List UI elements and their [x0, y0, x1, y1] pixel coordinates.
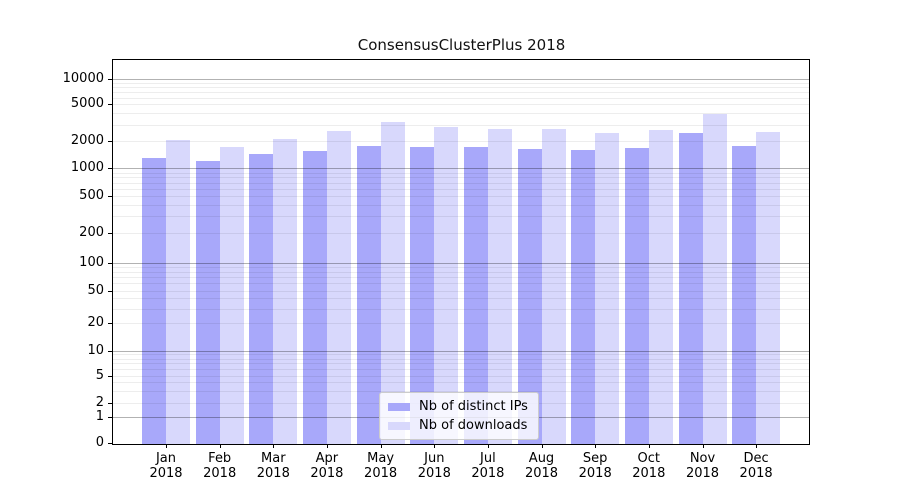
y-tick-label: 1: [95, 409, 104, 424]
legend-swatch-distinct-ips: [388, 402, 410, 411]
x-tick-mark: [219, 444, 221, 448]
y-tick-mark: [108, 350, 112, 352]
x-tick-mark: [756, 444, 758, 448]
y-tick-label: 100: [79, 255, 104, 270]
y-tick-label: 200: [79, 224, 104, 240]
x-tick-label: Sep 2018: [578, 451, 612, 481]
bar-downloads: [273, 139, 298, 444]
y-tick-mark: [108, 168, 112, 170]
y-tick-label: 2: [95, 394, 104, 410]
y-tick-mark: [108, 290, 112, 292]
y-tick-mark: [108, 141, 112, 143]
bar-downloads: [434, 127, 459, 444]
legend: Nb of distinct IPs Nb of downloads: [379, 392, 539, 440]
x-tick-mark: [380, 444, 382, 448]
x-tick-mark: [166, 444, 167, 448]
bar-distinct-ips: [249, 153, 274, 444]
legend-label-downloads: Nb of downloads: [419, 418, 528, 433]
bar-downloads: [166, 140, 190, 444]
x-tick-mark: [434, 444, 436, 448]
x-tick-label: Oct 2018: [632, 451, 666, 481]
x-tick-mark: [541, 444, 543, 448]
x-tick-label: Jul 2018: [471, 451, 505, 481]
x-tick-label: Feb 2018: [203, 451, 237, 481]
y-tick-mark: [108, 402, 112, 404]
chart-title: ConsensusClusterPlus 2018: [357, 36, 566, 54]
y-tick-label: 20: [87, 315, 104, 330]
legend-label-distinct-ips: Nb of distinct IPs: [419, 399, 528, 414]
bar-downloads: [380, 122, 405, 444]
y-tick-mark: [108, 443, 112, 444]
x-tick-label: May 2018: [364, 451, 398, 481]
x-tick-label: Jun 2018: [417, 451, 451, 481]
y-tick-label: 10000: [62, 71, 104, 86]
bar-distinct-ips: [142, 158, 166, 444]
x-tick-mark: [487, 444, 489, 448]
x-tick-mark: [326, 444, 328, 448]
y-tick-mark: [108, 196, 112, 197]
x-tick-label: Mar 2018: [256, 451, 290, 481]
y-tick-mark: [108, 375, 112, 377]
bar-downloads: [648, 130, 673, 444]
y-tick-mark: [108, 417, 112, 418]
x-tick-label: Nov 2018: [685, 451, 720, 481]
legend-item-downloads: Nb of downloads: [388, 418, 528, 433]
y-tick-mark: [108, 263, 112, 264]
legend-item-distinct-ips: Nb of distinct IPs: [388, 399, 528, 414]
x-tick-mark: [702, 444, 704, 448]
bars-layer: [113, 60, 809, 444]
y-tick-mark: [108, 104, 112, 106]
y-tick-label: 500: [79, 188, 104, 203]
y-tick-mark: [108, 323, 112, 324]
y-tick-label: 0: [95, 435, 104, 450]
bar-distinct-ips: [624, 147, 649, 444]
x-tick-label: Apr 2018: [310, 451, 344, 481]
y-tick-label: 5000: [70, 96, 104, 112]
bar-downloads: [541, 129, 566, 444]
plot-area: Nb of distinct IPs Nb of downloads: [112, 59, 810, 445]
x-tick-mark: [595, 444, 597, 448]
bar-downloads: [487, 128, 512, 444]
bar-distinct-ips: [678, 133, 703, 444]
bar-downloads: [219, 146, 244, 444]
y-tick-label: 50: [87, 282, 104, 298]
bar-distinct-ips: [356, 145, 381, 444]
x-tick-mark: [273, 444, 275, 448]
y-tick-mark: [108, 232, 112, 234]
y-tick-label: 10: [87, 342, 104, 358]
bar-downloads: [326, 130, 351, 444]
bar-distinct-ips: [195, 161, 220, 444]
bar-downloads: [756, 132, 781, 444]
bar-distinct-ips: [732, 145, 757, 444]
bar-downloads: [702, 113, 727, 444]
x-tick-label: Jan 2018: [149, 451, 183, 481]
y-tick-label: 5: [95, 367, 104, 383]
x-tick-label: Aug 2018: [524, 451, 559, 481]
bar-downloads: [595, 133, 620, 444]
bar-distinct-ips: [302, 151, 327, 444]
x-tick-mark: [648, 444, 650, 448]
legend-swatch-downloads: [388, 421, 410, 430]
bar-distinct-ips: [571, 150, 596, 444]
y-tick-mark: [108, 79, 112, 80]
y-tick-label: 1000: [70, 160, 104, 176]
x-tick-label: Dec 2018: [739, 451, 773, 481]
y-tick-label: 2000: [70, 133, 104, 149]
